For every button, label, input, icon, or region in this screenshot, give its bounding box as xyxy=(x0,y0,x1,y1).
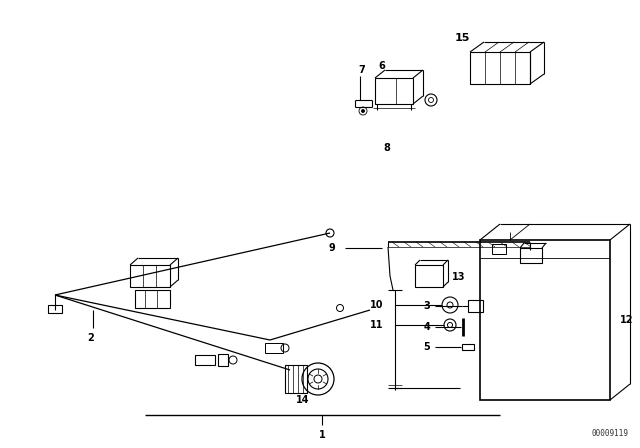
Text: 3: 3 xyxy=(423,301,430,311)
Bar xyxy=(48,305,62,313)
Text: 12: 12 xyxy=(620,315,634,325)
Circle shape xyxy=(362,109,365,112)
Bar xyxy=(135,290,170,308)
Bar xyxy=(130,265,170,287)
Bar xyxy=(415,265,443,287)
Bar xyxy=(375,78,413,104)
Text: 11: 11 xyxy=(369,320,383,330)
Text: 1: 1 xyxy=(319,430,325,440)
Text: 00009119: 00009119 xyxy=(591,429,628,438)
Text: 2: 2 xyxy=(87,333,93,343)
Text: 8: 8 xyxy=(383,143,390,153)
Bar xyxy=(265,343,283,353)
Text: 13: 13 xyxy=(452,272,465,282)
Text: 10: 10 xyxy=(369,300,383,310)
Text: 9: 9 xyxy=(328,243,335,253)
Bar xyxy=(480,240,610,400)
Bar xyxy=(195,355,215,365)
Bar xyxy=(462,344,474,350)
Text: 5: 5 xyxy=(423,342,430,352)
Text: 7: 7 xyxy=(358,65,365,75)
Text: 6: 6 xyxy=(378,61,385,71)
Bar xyxy=(470,52,530,84)
Bar xyxy=(285,365,307,393)
Bar xyxy=(492,244,506,254)
Text: 15: 15 xyxy=(454,33,470,43)
Text: 14: 14 xyxy=(296,395,310,405)
Text: 4: 4 xyxy=(423,322,430,332)
Bar xyxy=(218,354,228,366)
Bar xyxy=(468,300,483,312)
Bar xyxy=(520,248,542,263)
